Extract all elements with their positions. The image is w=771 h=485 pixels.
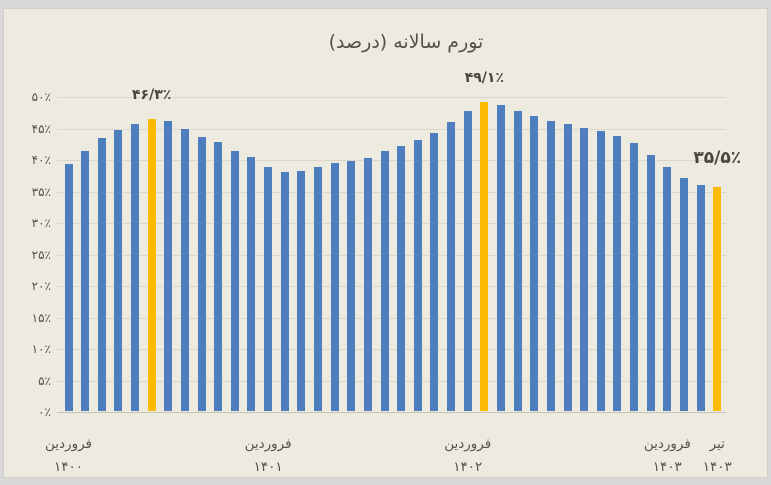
gridline [57, 317, 726, 319]
y-tick-label: ۱۵٪ [31, 310, 51, 325]
x-tick-year: ۱۴۰۲ [453, 459, 483, 475]
bar [596, 131, 605, 411]
y-tick-label: ۱۰٪ [31, 342, 51, 356]
bar [297, 170, 306, 411]
gridline [57, 412, 726, 413]
bar-highlighted [147, 119, 156, 411]
y-tick-label: ۲۰٪ [31, 279, 51, 293]
gridline [57, 286, 726, 287]
y-tick-label: ۰٪ [38, 405, 51, 419]
y-tick-label: ۵۰٪ [31, 90, 51, 104]
gridline [57, 128, 726, 130]
bar [430, 132, 439, 411]
bar-highlighted [713, 187, 722, 411]
bar [64, 164, 73, 411]
bar [530, 116, 539, 411]
bar [330, 162, 339, 411]
bar [546, 120, 555, 411]
x-tick-month: تیر [709, 436, 725, 452]
y-tick-label: ۴۵٪ [31, 121, 51, 136]
x-tick-label: فروردین ۱۴۰۰ [14, 436, 124, 476]
gridline [57, 380, 726, 382]
bar [280, 171, 289, 411]
bar [97, 137, 106, 411]
y-tick-label: ۳۵٪ [31, 184, 51, 199]
x-tick-label: تیر ۱۴۰۳ [662, 436, 771, 476]
bar [563, 124, 572, 411]
x-tick-label: فروردین ۱۴۰۳ [612, 436, 722, 476]
x-tick-year: ۱۴۰۱ [253, 459, 283, 475]
bar [679, 177, 688, 411]
bar [247, 157, 256, 411]
chart-title: تورم سالانه (درصد) [328, 31, 484, 53]
y-tick-label: ۴۰٪ [31, 153, 51, 167]
bar [81, 150, 90, 411]
gridline [57, 223, 726, 224]
bar [214, 142, 223, 411]
gridline [57, 160, 726, 161]
inflation-chart: تورم سالانه (درصد) ۵۰٪ ۴۵٪ ۴۰٪ ۳۵٪ ۳۰٪ ۲۵٪ ۲۰٪… [3, 8, 768, 478]
data-label: ۴۹/۱٪ [464, 69, 504, 86]
gridline [57, 97, 726, 98]
gridline [57, 349, 726, 350]
bar [663, 166, 672, 411]
x-tick-month: فروردین [244, 436, 292, 452]
x-tick-label: فروردین ۱۴۰۱ [213, 436, 323, 476]
bar-highlighted [480, 101, 489, 411]
bar [380, 151, 389, 411]
x-tick-year: ۱۴۰۳ [702, 459, 732, 475]
bar [197, 136, 206, 411]
bar [164, 121, 173, 411]
gridline [57, 191, 726, 193]
x-tick-year: ۱۴۰۳ [652, 459, 682, 475]
x-tick-month: فروردین [444, 436, 492, 452]
y-tick-label: ۲۵٪ [31, 247, 51, 262]
x-tick-label: فروردین ۱۴۰۲ [413, 436, 523, 476]
bar [397, 146, 406, 411]
bar [264, 166, 273, 411]
bar [180, 128, 189, 411]
y-tick-label: ۳۰٪ [31, 216, 51, 230]
bar [314, 166, 322, 411]
x-tick-year: ۱۴۰۰ [53, 459, 83, 475]
bar [114, 130, 123, 411]
bar [630, 142, 639, 411]
gridline [57, 254, 726, 256]
x-tick-month: فروردین [643, 436, 691, 452]
data-label: ۳۵/۵٪ [693, 148, 742, 169]
x-tick-month: فروردین [45, 436, 92, 452]
bar [463, 111, 472, 411]
bar [496, 105, 505, 411]
bar [513, 111, 522, 411]
bar [131, 123, 140, 411]
bar [413, 140, 422, 411]
bar [347, 160, 356, 411]
data-label: ۴۶/۳٪ [132, 87, 172, 104]
plot-area [57, 97, 726, 413]
bar [447, 122, 456, 411]
y-tick-label: ۵٪ [38, 373, 51, 388]
bar [696, 184, 705, 411]
bar [613, 136, 622, 411]
bar [646, 154, 655, 411]
bar [363, 158, 372, 411]
bar [580, 127, 589, 411]
bar [230, 150, 239, 411]
